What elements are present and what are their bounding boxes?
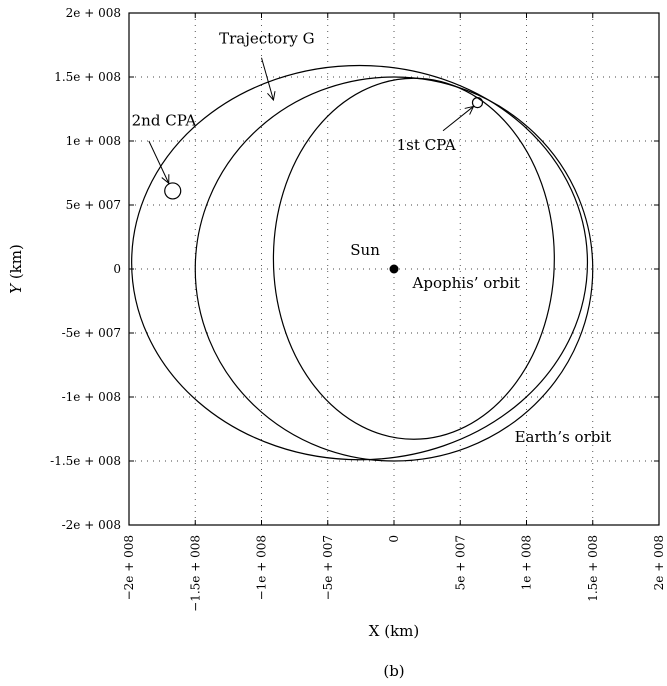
y-tick-label: 0 [113, 262, 121, 276]
y-tick-label: 1.5e + 008 [54, 70, 121, 84]
x-tick-label: −1.5e + 008 [188, 535, 202, 612]
label-1st-cpa: 1st CPA [397, 136, 456, 154]
y-tick-label: -5e + 007 [62, 326, 121, 340]
x-tick-label: −5e + 007 [321, 535, 335, 600]
orbit-curves [131, 64, 594, 462]
arrow-trajectory-g [261, 57, 274, 101]
x-tick-label: −2e + 008 [122, 535, 136, 600]
x-tick-label: 5e + 007 [453, 535, 467, 590]
cpa-marker-2nd-cpa [164, 182, 182, 200]
axis-ticks: −2e + 008 −1.5e + 008 −1e + 008 −5e + 007 0 5… [50, 6, 666, 612]
x-tick-label: 1.5e + 008 [586, 535, 600, 602]
arrowhead-1st-cpa [464, 105, 475, 115]
x-tick-label: 0 [387, 535, 401, 543]
y-tick-label: 5e + 007 [66, 198, 121, 212]
x-tick-label: 1e + 008 [520, 535, 534, 590]
figure-caption: (b) [383, 662, 404, 680]
label-2nd-cpa: 2nd CPA [132, 112, 197, 130]
series-earth-s-orbit [194, 76, 594, 462]
arrowhead-trajectory-g [267, 91, 276, 102]
x-axis-label: X (km) [369, 622, 419, 640]
y-axis-label: Y (km) [7, 244, 25, 294]
arrowhead-2nd-cpa [161, 174, 170, 185]
series-trajectory-g [131, 64, 589, 461]
y-tick-label: 1e + 008 [66, 134, 121, 148]
arrow-1st-cpa [442, 106, 474, 132]
y-axis-label-var: Y [7, 282, 25, 294]
label-sun: Sun [350, 241, 380, 259]
cpa-marker-1st-cpa [471, 96, 484, 109]
label-earth-s-orbit: Earth’s orbit [515, 428, 612, 446]
y-tick-label: 2e + 008 [66, 6, 121, 20]
y-tick-label: -1e + 008 [62, 390, 121, 404]
y-tick-label: -2e + 008 [62, 518, 121, 532]
label-apophis-orbit: Apophis’ orbit [412, 274, 520, 292]
x-tick-label: 2e + 008 [652, 535, 666, 590]
label-trajectory-g: Trajectory G [219, 30, 315, 48]
y-tick-label: -1.5e + 008 [50, 454, 121, 468]
markers [164, 96, 484, 274]
annotations: Sun Apophis’ orbit Earth’s orbit Trajectory… [132, 30, 612, 446]
sun-marker [389, 264, 399, 274]
x-tick-label: −1e + 008 [255, 535, 269, 600]
y-axis-label-unit: (km) [7, 244, 25, 284]
arrow-2nd-cpa [148, 140, 170, 184]
series-apophis-orbit [272, 77, 555, 440]
